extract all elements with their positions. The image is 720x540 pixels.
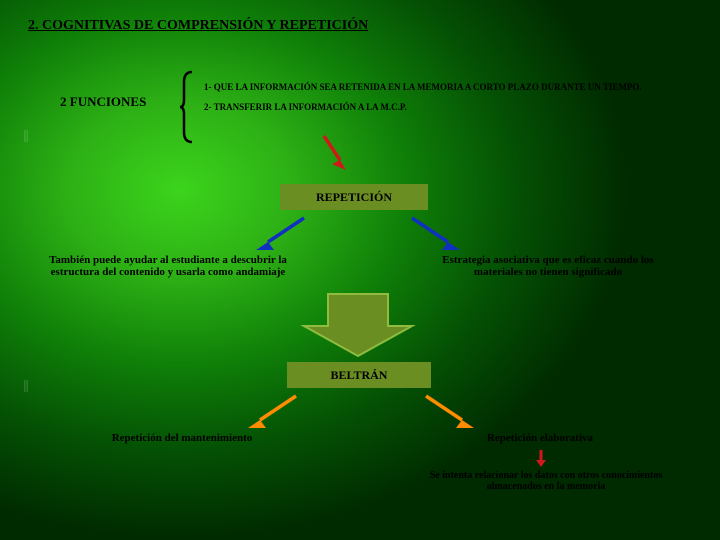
- repeticion-label: REPETICIÓN: [316, 190, 392, 205]
- arrow-blue-left-icon: [252, 212, 312, 256]
- beltran-label: BELTRÁN: [331, 368, 388, 383]
- decor-line: [24, 130, 28, 142]
- arrow-orange-right-icon: [418, 390, 478, 434]
- funcion-2: 2- TRANSFERIR LA INFORMACIÓN A LA M.C.P.: [204, 102, 407, 112]
- funcion-1: 1- QUE LA INFORMACIÓN SEA RETENIDA EN LA…: [204, 82, 642, 92]
- bottom-left-label: Repetición del mantenimiento: [72, 432, 292, 444]
- page-title: 2. COGNITIVAS DE COMPRENSIÓN Y REPETICIÓ…: [28, 18, 368, 34]
- bottom-description: Se intenta relacionar los datos con otro…: [416, 470, 676, 492]
- arrow-blue-right-icon: [404, 212, 464, 256]
- bracket-icon: [178, 68, 196, 146]
- big-arrow-down-icon: [298, 290, 418, 360]
- arrow-red-down-icon: [316, 130, 352, 176]
- arrow-orange-left-icon: [244, 390, 304, 434]
- repeticion-box: REPETICIÓN: [280, 184, 428, 210]
- beltran-box: BELTRÁN: [287, 362, 431, 388]
- bottom-right-label: Repetición elaborativa: [440, 432, 640, 444]
- decor-line: [24, 380, 28, 392]
- right-description: Estrategia asociativa que es eficaz cuan…: [428, 254, 668, 278]
- left-description: También puede ayudar al estudiante a des…: [48, 254, 288, 278]
- small-red-arrow-icon: [534, 448, 548, 468]
- funciones-label: 2 FUNCIONES: [60, 94, 146, 110]
